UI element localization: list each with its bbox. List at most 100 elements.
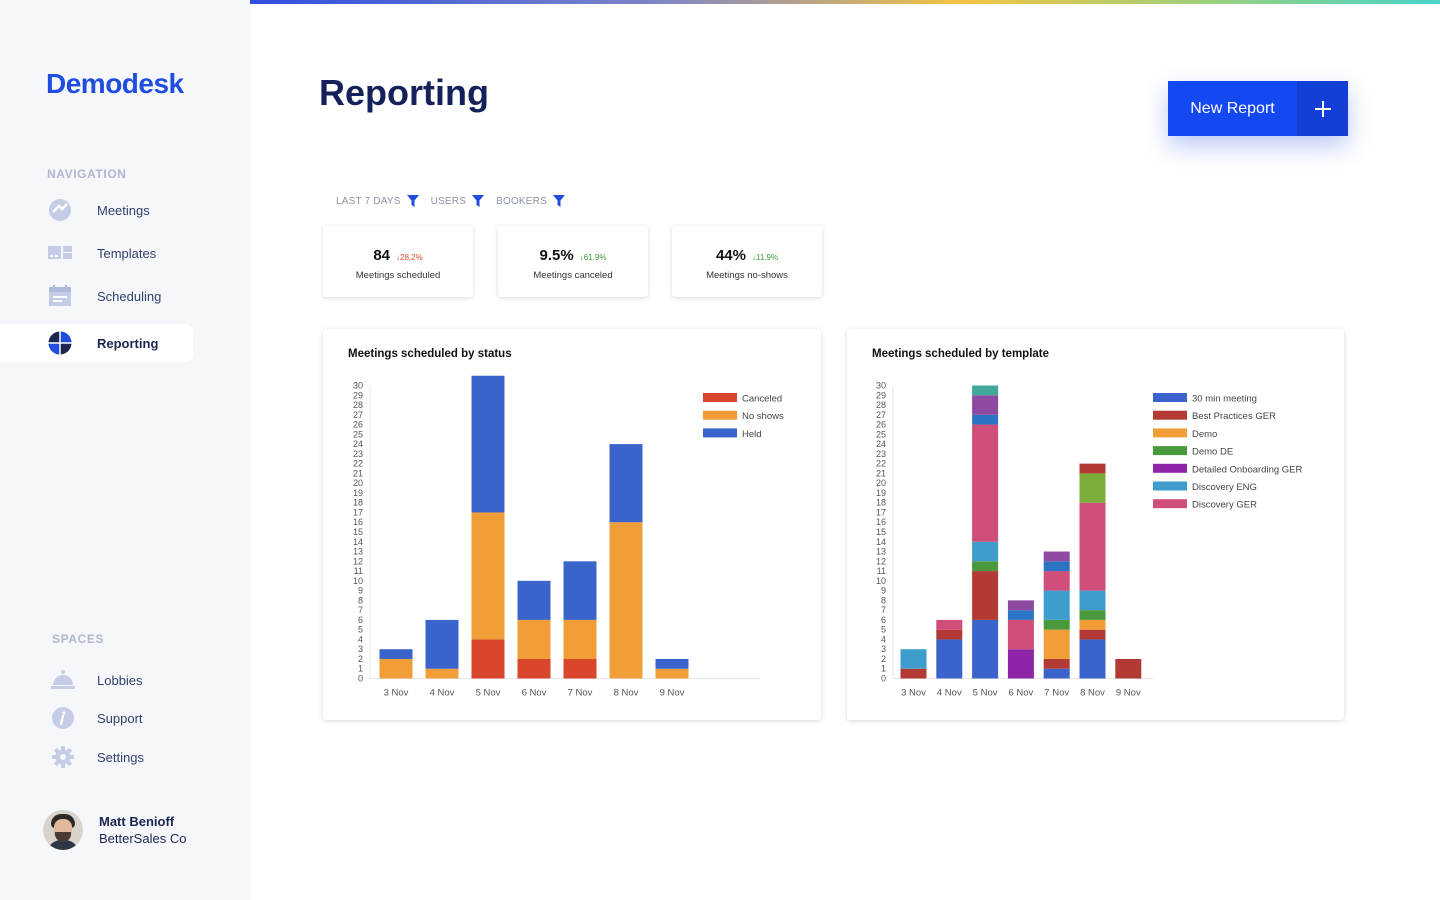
bar-segment bbox=[1007, 649, 1034, 679]
bar-segment bbox=[379, 649, 413, 659]
bar-segment bbox=[1079, 590, 1106, 611]
bar-segment bbox=[1079, 473, 1106, 503]
filter-icon bbox=[552, 195, 565, 207]
sidebar-item-lobbies[interactable]: Lobbies bbox=[0, 661, 193, 699]
plus-icon bbox=[1297, 81, 1348, 136]
legend-swatch bbox=[1153, 428, 1187, 438]
x-tick-label: 5 Nov bbox=[476, 688, 501, 699]
kpi-change: ↓28.2% bbox=[396, 253, 423, 262]
y-tick-label: 4 bbox=[358, 634, 363, 644]
y-tick-label: 13 bbox=[876, 547, 886, 557]
legend-label: Held bbox=[742, 429, 762, 440]
sidebar-item-label: Reporting bbox=[97, 335, 159, 351]
navigation-section-title: NAVIGATION bbox=[47, 167, 127, 181]
user-profile[interactable]: Matt Benioff BetterSales Co bbox=[43, 810, 186, 850]
sidebar: Demodesk NAVIGATION Meetings Templates S… bbox=[0, 0, 250, 900]
bar-segment bbox=[517, 658, 551, 679]
bar-segment bbox=[1079, 463, 1106, 474]
y-tick-label: 20 bbox=[876, 478, 886, 488]
user-company: BetterSales Co bbox=[99, 831, 187, 846]
y-tick-label: 19 bbox=[353, 488, 363, 498]
y-tick-label: 25 bbox=[876, 429, 886, 439]
legend-label: Discovery GER bbox=[1192, 500, 1257, 511]
filter-bookers[interactable]: BOOKERS bbox=[496, 195, 565, 207]
bar-segment bbox=[1043, 668, 1070, 679]
x-tick-label: 5 Nov bbox=[973, 688, 998, 699]
y-tick-label: 27 bbox=[353, 410, 363, 420]
y-tick-label: 8 bbox=[881, 595, 886, 605]
y-tick-label: 30 bbox=[876, 381, 886, 391]
demodesk-logo[interactable]: Demodesk bbox=[46, 68, 184, 99]
sidebar-item-label: Meetings bbox=[97, 202, 150, 218]
sidebar-item-meetings[interactable]: Meetings bbox=[0, 191, 193, 229]
bar-segment bbox=[1007, 600, 1034, 611]
y-tick-label: 8 bbox=[358, 595, 363, 605]
y-tick-label: 23 bbox=[353, 449, 363, 459]
bar-segment bbox=[379, 658, 413, 679]
y-tick-label: 0 bbox=[358, 674, 363, 684]
chart-title: Meetings scheduled by template bbox=[872, 348, 1050, 360]
x-tick-label: 4 Nov bbox=[937, 688, 962, 699]
y-tick-label: 1 bbox=[881, 664, 886, 674]
legend-label: Best Practices GER bbox=[1192, 411, 1276, 422]
bar-segment bbox=[655, 658, 689, 669]
sidebar-item-label: Settings bbox=[97, 749, 144, 765]
info-icon bbox=[50, 705, 76, 731]
sidebar-item-label: Scheduling bbox=[97, 288, 162, 304]
y-tick-label: 14 bbox=[353, 537, 363, 547]
bar-segment bbox=[1079, 639, 1106, 679]
x-tick-label: 3 Nov bbox=[384, 688, 409, 699]
sidebar-item-support[interactable]: Support bbox=[0, 699, 193, 737]
bar-segment bbox=[936, 619, 963, 630]
sidebar-item-templates[interactable]: Templates bbox=[0, 234, 193, 272]
sidebar-item-reporting[interactable]: Reporting bbox=[0, 324, 193, 362]
bar-segment bbox=[471, 639, 505, 679]
new-report-label: New Report bbox=[1168, 81, 1297, 136]
x-tick-label: 4 Nov bbox=[430, 688, 455, 699]
y-tick-label: 12 bbox=[353, 556, 363, 566]
bar-segment bbox=[936, 629, 963, 640]
filter-users[interactable]: USERS bbox=[431, 195, 485, 207]
filter-bar: LAST 7 DAYS USERS BOOKERS bbox=[336, 195, 577, 207]
sidebar-item-label: Lobbies bbox=[97, 672, 143, 688]
bar-segment bbox=[471, 512, 505, 640]
filter-last-7-days[interactable]: LAST 7 DAYS bbox=[336, 195, 419, 207]
kpi-value: 44% bbox=[715, 247, 746, 264]
legend-swatch bbox=[1153, 393, 1187, 402]
x-tick-label: 6 Nov bbox=[522, 688, 547, 699]
meetings-icon bbox=[47, 197, 73, 223]
x-tick-label: 9 Nov bbox=[1116, 688, 1141, 699]
new-report-button[interactable]: New Report bbox=[1168, 81, 1348, 136]
legend-swatch bbox=[703, 393, 737, 402]
y-tick-label: 6 bbox=[881, 615, 886, 625]
filter-label: LAST 7 DAYS bbox=[336, 195, 401, 207]
bar-segment bbox=[900, 649, 927, 669]
kpi-change: ↓61.9% bbox=[579, 253, 607, 262]
kpi-change: ↓11.9% bbox=[751, 253, 779, 262]
y-tick-label: 29 bbox=[353, 390, 363, 400]
y-tick-label: 11 bbox=[877, 566, 886, 576]
y-tick-label: 2 bbox=[358, 654, 363, 664]
y-tick-label: 11 bbox=[354, 566, 363, 576]
bar-segment bbox=[1043, 551, 1070, 562]
template-chart: 0123456789101112131415161718192021222324… bbox=[876, 381, 1303, 699]
bar-segment bbox=[517, 580, 551, 620]
y-tick-label: 12 bbox=[876, 556, 886, 566]
sidebar-item-scheduling[interactable]: Scheduling bbox=[0, 277, 193, 315]
y-tick-label: 2 bbox=[881, 654, 886, 664]
sidebar-item-settings[interactable]: Settings bbox=[0, 738, 193, 776]
bar-segment bbox=[972, 395, 999, 415]
y-tick-label: 15 bbox=[353, 527, 363, 537]
y-tick-label: 10 bbox=[353, 576, 363, 586]
sidebar-item-label: Templates bbox=[97, 245, 157, 261]
bar-segment bbox=[972, 385, 999, 396]
y-tick-label: 16 bbox=[353, 517, 363, 527]
x-tick-label: 7 Nov bbox=[568, 688, 593, 699]
legend-label: Discovery ENG bbox=[1192, 482, 1257, 493]
chart-title: Meetings scheduled by status bbox=[348, 348, 512, 360]
bar-segment bbox=[609, 522, 643, 679]
bar-segment bbox=[1043, 590, 1070, 620]
bar-segment bbox=[425, 619, 459, 669]
